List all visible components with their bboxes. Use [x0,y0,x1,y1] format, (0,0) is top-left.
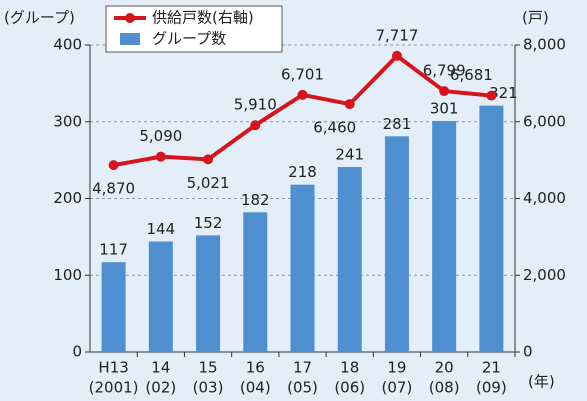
y-tick-label: 200 [53,189,82,207]
line-point [391,50,402,61]
line-label: 5,090 [139,127,182,145]
bar-label: 117 [99,241,128,259]
line-label: 5,021 [187,174,230,192]
line-label: 4,870 [92,180,135,198]
bar-label: 144 [147,220,176,238]
line-point [155,151,166,162]
line-point [203,154,214,165]
x-tick-label: 20 [435,359,454,377]
x-tick-label: 14 [151,359,170,377]
legend-swatch [120,33,140,45]
line-point [250,120,261,131]
bar [337,167,362,352]
bar-label: 321 [489,84,518,102]
line-label: 6,799 [423,62,466,80]
bar [243,212,268,352]
line-label: 5,910 [234,96,277,114]
x-tick-label: 19 [387,359,406,377]
line-label: 6,701 [281,65,324,83]
bar-label: 218 [288,163,317,181]
y2-tick-label: 8,000 [523,36,566,54]
x-tick-year: (02) [145,379,176,397]
line-point [439,86,450,97]
y-tick-label: 0 [72,343,82,361]
legend-dot [125,13,135,23]
y2-axis-label: (戸) [522,9,549,27]
x-tick-label: 18 [340,359,359,377]
x-tick-year: (06) [334,379,365,397]
line-label: 6,681 [450,66,493,84]
x-tick-year: (08) [429,379,460,397]
legend-label: 供給戸数(右軸) [152,9,254,27]
line-point [108,160,119,171]
bar [290,184,315,352]
line-label: 6,460 [313,119,356,137]
x-tick-label: 17 [293,359,312,377]
x-tick-year: (03) [193,379,224,397]
bar-label: 241 [335,146,364,164]
bar-label: 281 [383,115,412,133]
x-tick-year: (2001) [89,379,139,397]
x-tick-year: (05) [287,379,318,397]
bar-label: 182 [241,191,270,209]
y2-tick-label: 0 [523,343,533,361]
x-tick-label: H13 [98,359,128,377]
x-tick-label: 15 [199,359,218,377]
bar [384,136,409,352]
line-label: 7,717 [375,26,418,44]
bar [101,262,126,352]
line-point [297,89,308,100]
legend-label: グループ数 [152,30,226,48]
x-tick-year: (04) [240,379,271,397]
y2-tick-label: 2,000 [523,266,566,284]
y-tick-label: 100 [53,266,82,284]
y2-tick-label: 6,000 [523,112,566,130]
y-axis-label: (グループ) [4,9,75,27]
y2-tick-label: 4,000 [523,189,566,207]
bar [432,120,457,352]
y-tick-label: 400 [53,36,82,54]
x-tick-label: 16 [246,359,265,377]
line-point [344,99,355,110]
x-unit-label: (年) [528,373,555,391]
bar-label: 152 [194,214,223,232]
bar [196,235,221,352]
x-tick-label: 21 [482,359,501,377]
bar-label: 301 [430,99,459,117]
line-point [486,90,497,101]
bar [479,105,504,352]
x-tick-year: (07) [382,379,413,397]
x-tick-year: (09) [476,379,507,397]
bar [148,241,173,352]
y-tick-label: 300 [53,112,82,130]
